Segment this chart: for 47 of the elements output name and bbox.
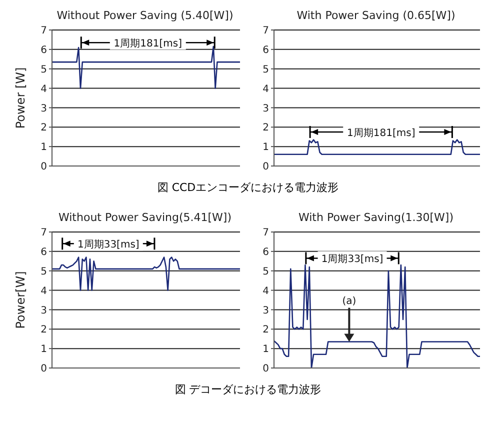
y-axis-title: Power[W] bbox=[13, 271, 28, 329]
line-series bbox=[51, 256, 241, 291]
y-tick-label: 1 bbox=[40, 344, 47, 356]
y-tick-label: 4 bbox=[40, 286, 47, 297]
chart-title: With Power Saving (0.65[W]) bbox=[296, 8, 456, 24]
chart-title: With Power Saving(1.30[W]) bbox=[297, 210, 454, 226]
y-tick-label: 3 bbox=[262, 103, 269, 114]
y-tick-label: 5 bbox=[262, 266, 269, 278]
y-tick-label: 1 bbox=[40, 142, 47, 154]
line-series bbox=[273, 139, 481, 155]
y-tick-label: 3 bbox=[262, 305, 269, 316]
y-tick-label: 6 bbox=[262, 246, 269, 258]
y-tick-label: 7 bbox=[262, 228, 269, 239]
text: 図 デコーダにおける電力波形 bbox=[174, 382, 322, 397]
annotation: 1周期181[ms] bbox=[114, 38, 182, 50]
y-tick-label: 7 bbox=[262, 26, 269, 37]
y-tick-label: 0 bbox=[262, 162, 269, 173]
y-tick-label: 5 bbox=[40, 64, 47, 76]
y-tick-label: 6 bbox=[262, 44, 269, 56]
annotation: 1周期33[ms] bbox=[321, 253, 384, 266]
annotation: 1周期181[ms] bbox=[347, 127, 416, 139]
y-axis-title: Power [W] bbox=[13, 67, 28, 129]
y-tick-label: 4 bbox=[262, 286, 269, 297]
annotation: (a) bbox=[342, 296, 356, 307]
y-tick-label: 7 bbox=[40, 228, 47, 239]
text: 図 CCDエンコーダにおける電力波形 bbox=[156, 180, 340, 195]
y-tick-label: 0 bbox=[40, 162, 47, 173]
y-tick-label: 5 bbox=[262, 64, 269, 76]
y-tick-label: 6 bbox=[40, 246, 47, 258]
y-tick-label: 2 bbox=[40, 122, 47, 134]
y-tick-label: 1 bbox=[262, 142, 269, 154]
y-tick-label: 3 bbox=[40, 103, 47, 114]
y-tick-label: 4 bbox=[40, 84, 47, 95]
y-tick-label: 2 bbox=[262, 122, 269, 134]
annotation: 1周期33[ms] bbox=[77, 238, 140, 251]
y-tick-label: 2 bbox=[40, 324, 47, 336]
y-tick-label: 4 bbox=[262, 84, 269, 95]
y-tick-label: 7 bbox=[40, 26, 47, 37]
y-tick-label: 6 bbox=[40, 44, 47, 56]
y-tick-label: 5 bbox=[40, 266, 47, 278]
y-tick-label: 3 bbox=[40, 305, 47, 316]
y-tick-label: 1 bbox=[262, 344, 269, 356]
chart-title: Without Power Saving (5.40[W]) bbox=[56, 8, 234, 24]
chart-title: Without Power Saving(5.41[W]) bbox=[57, 210, 233, 226]
y-tick-label: 0 bbox=[40, 364, 47, 375]
y-tick-label: 2 bbox=[262, 324, 269, 336]
y-tick-label: 0 bbox=[262, 364, 269, 375]
